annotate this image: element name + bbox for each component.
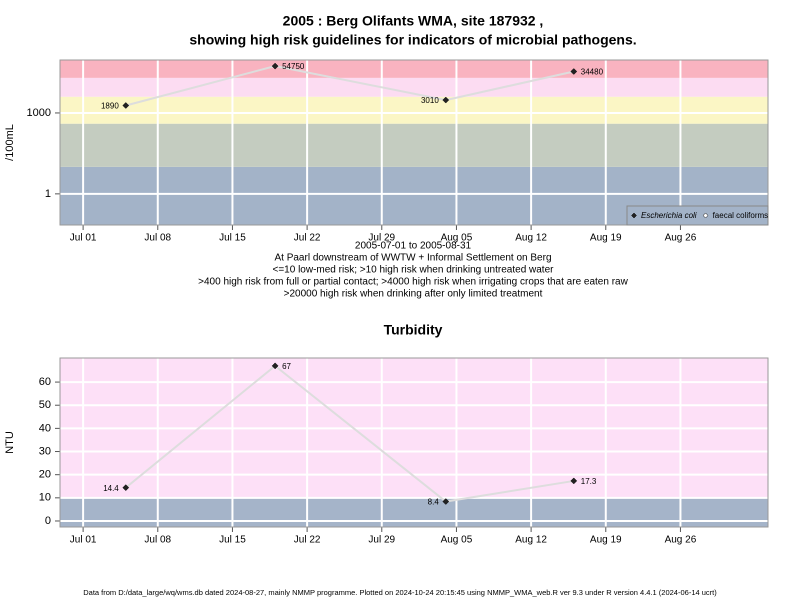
value-label: 8.4 <box>428 498 440 507</box>
x-tick-label: Jul 29 <box>368 535 395 546</box>
data-point <box>122 102 130 109</box>
x-tick-label: Jul 22 <box>294 233 321 244</box>
x-tick-label: Jul 15 <box>219 233 246 244</box>
y-tick-label: 1 <box>45 188 51 200</box>
data-point <box>570 477 578 485</box>
x-tick-label: Jul 15 <box>219 535 246 546</box>
x-tick-label: Aug 12 <box>515 233 547 244</box>
chart-subtitle: showing high risk guidelines for indicat… <box>189 32 636 48</box>
y-tick-label: 10 <box>39 492 51 504</box>
value-label: 3010 <box>421 96 439 105</box>
y-tick-label: 30 <box>39 445 51 457</box>
legend: Escherichia coli faecal coliforms <box>626 205 769 226</box>
value-label: 1890 <box>101 102 119 111</box>
x-tick-label: Aug 05 <box>441 535 473 546</box>
note: >400 high risk from full or partial cont… <box>198 277 628 288</box>
legend-marker <box>631 212 637 219</box>
chart-title: Turbidity <box>384 322 443 338</box>
series-line <box>125 364 574 503</box>
legend-label: Escherichia coli <box>641 211 697 220</box>
y-axis-label: /100mL <box>4 124 16 161</box>
data-point <box>271 362 279 370</box>
x-tick-label: Aug 05 <box>441 233 473 244</box>
risk-band <box>60 60 768 78</box>
note: <=10 low-med risk; >10 high risk when dr… <box>273 265 555 276</box>
y-tick-label: 40 <box>39 422 51 434</box>
risk-band <box>60 96 768 124</box>
legend-box <box>626 205 769 226</box>
chart-title: 2005 : Berg Olifants WMA, site 187932 , <box>283 13 544 29</box>
value-label: 34480 <box>581 68 604 77</box>
plot-frame <box>59 59 769 226</box>
x-tick-label: Jul 22 <box>294 535 321 546</box>
x-tick-label: Jul 01 <box>70 233 97 244</box>
y-tick-label: 60 <box>39 376 51 388</box>
x-tick-label: Jul 08 <box>144 535 171 546</box>
legend-marker <box>702 212 709 219</box>
x-tick-label: Aug 26 <box>665 233 697 244</box>
note: 2005-07-01 to 2005-08-31 <box>355 241 472 252</box>
x-tick-label: Jul 01 <box>70 535 97 546</box>
note: >20000 high risk when drinking after onl… <box>284 289 543 300</box>
data-point <box>570 68 578 75</box>
value-label: 14.4 <box>103 484 119 493</box>
value-label: 67 <box>282 362 291 371</box>
note: At Paarl downstream of WWTW + Informal S… <box>274 253 551 264</box>
footer: Data from D:/data_large/wq/wms.db dated … <box>83 588 717 597</box>
y-tick-label: 50 <box>39 399 51 411</box>
data-point <box>122 484 130 491</box>
x-tick-label: Jul 08 <box>144 233 171 244</box>
legend-label: faecal coliforms <box>713 211 769 220</box>
data-point <box>442 498 450 505</box>
data-point <box>442 96 450 104</box>
value-label: 54750 <box>282 62 305 71</box>
series-line <box>125 65 574 107</box>
x-tick-label: Jul 29 <box>368 233 395 244</box>
y-tick-label: 1000 <box>27 107 51 119</box>
x-tick-label: Aug 12 <box>515 535 547 546</box>
risk-band <box>60 77 768 97</box>
y-tick-label: 20 <box>39 469 51 481</box>
plot-frame <box>59 357 769 528</box>
x-tick-label: Aug 19 <box>590 535 622 546</box>
x-tick-label: Aug 19 <box>590 233 622 244</box>
risk-band <box>60 123 768 167</box>
risk-band <box>60 497 768 527</box>
data-point <box>271 62 279 70</box>
x-tick-label: Aug 26 <box>665 535 697 546</box>
y-axis-label: NTU <box>4 431 16 454</box>
y-tick-label: 0 <box>45 515 51 527</box>
value-label: 17.3 <box>581 477 597 486</box>
